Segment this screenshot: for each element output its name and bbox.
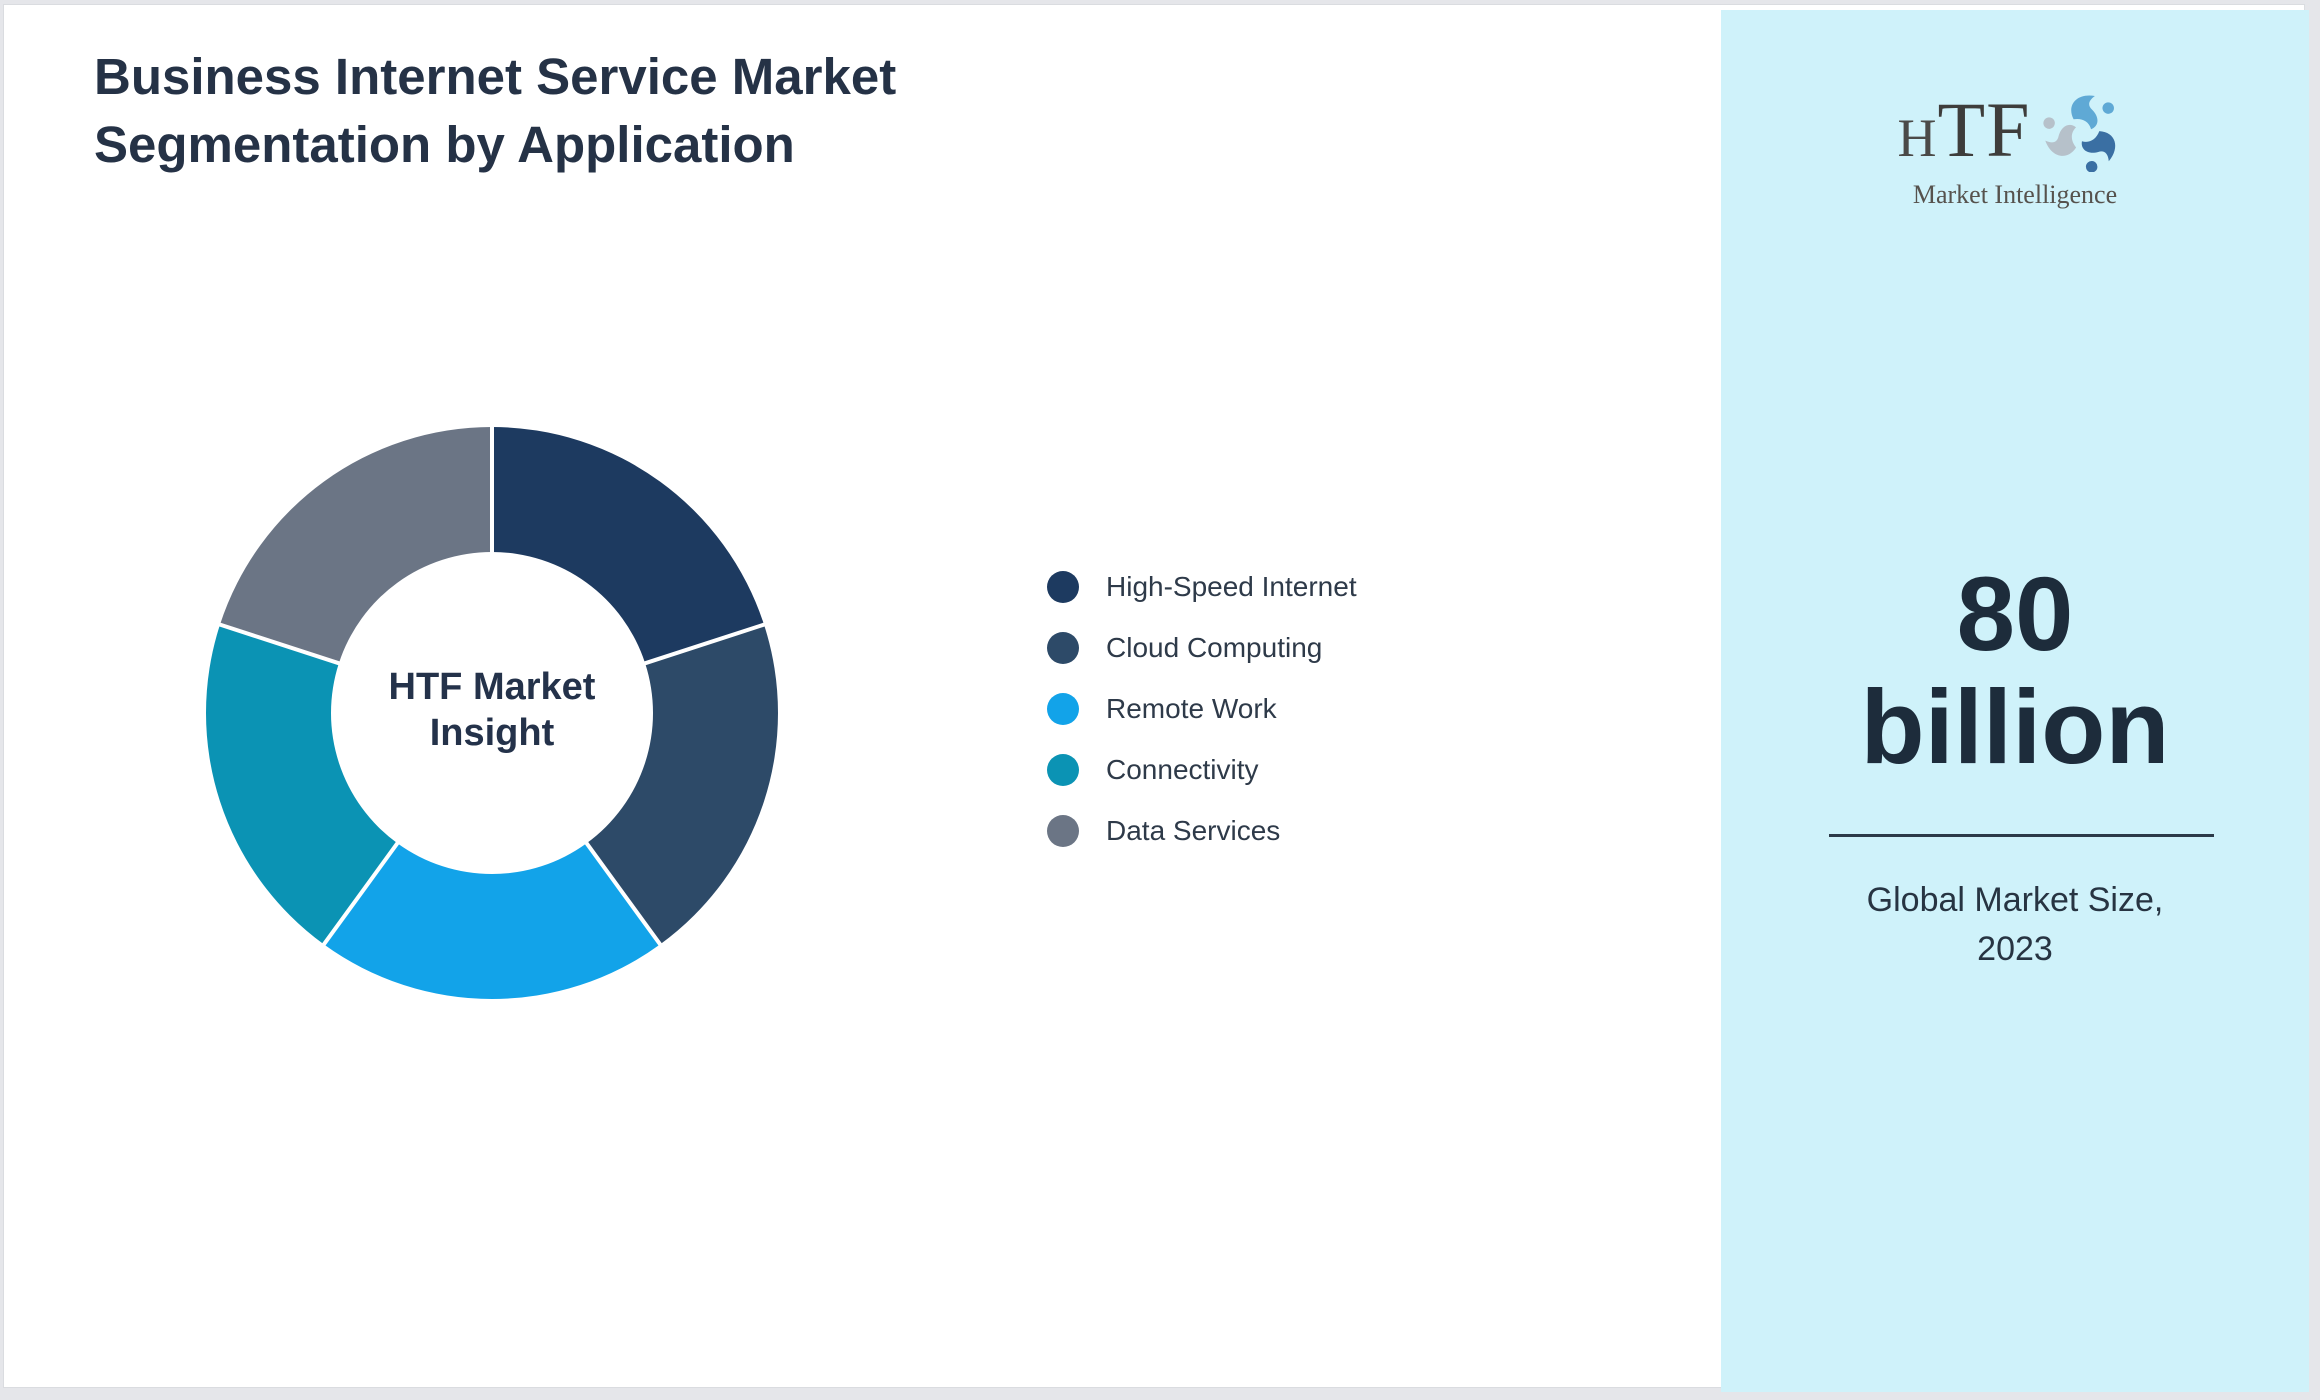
donut-center-label: HTF Market Insight: [388, 666, 596, 754]
legend-label: Data Services: [1106, 815, 1281, 846]
segment-separator: [215, 621, 345, 667]
market-size-label: Global Market Size, 2023: [1866, 881, 2164, 968]
legend-item: Remote Work: [1047, 693, 1357, 725]
legend-swatch-icon: [1047, 693, 1079, 725]
legend-item: Data Services: [1047, 815, 1357, 847]
market-size-value: 80 billion: [1860, 556, 2170, 786]
logo-subtext: Market Intelligence: [1912, 180, 2118, 209]
logo: HTF: [1721, 90, 2309, 210]
legend-item: Connectivity: [1047, 754, 1357, 786]
donut-segment: [323, 843, 661, 1000]
donut-segment: [206, 624, 398, 945]
legend-swatch-icon: [1047, 632, 1079, 664]
segment-separator: [639, 621, 769, 667]
legend: High-Speed Internet Cloud Computing Remote…: [1047, 571, 1357, 847]
segment-separator: [582, 838, 665, 949]
donut-segment: [220, 427, 492, 664]
legend-item: Cloud Computing: [1047, 632, 1357, 664]
stat-divider: [1829, 834, 2214, 837]
side-panel: HTF: [1721, 10, 2309, 1392]
segment-separator: [319, 838, 402, 949]
content-card: Business Internet Service Market Segment…: [3, 4, 2309, 1392]
donut-chart: [206, 423, 778, 1000]
donut-segment: [492, 427, 764, 664]
legend-swatch-icon: [1047, 571, 1079, 603]
page-title: Business Internet Service Market Segment…: [94, 48, 897, 173]
logo-text: HTF: [1897, 86, 2031, 173]
legend-label: Cloud Computing: [1106, 632, 1323, 663]
logo-swirl-icon: [2042, 95, 2115, 172]
legend-swatch-icon: [1047, 815, 1079, 847]
legend-item: High-Speed Internet: [1047, 571, 1357, 603]
legend-label: Remote Work: [1106, 693, 1277, 724]
donut-segment: [586, 624, 778, 945]
legend-label: High-Speed Internet: [1106, 571, 1357, 602]
legend-label: Connectivity: [1106, 754, 1259, 785]
legend-swatch-icon: [1047, 754, 1079, 786]
logo-row: HTF: [1721, 90, 2309, 174]
